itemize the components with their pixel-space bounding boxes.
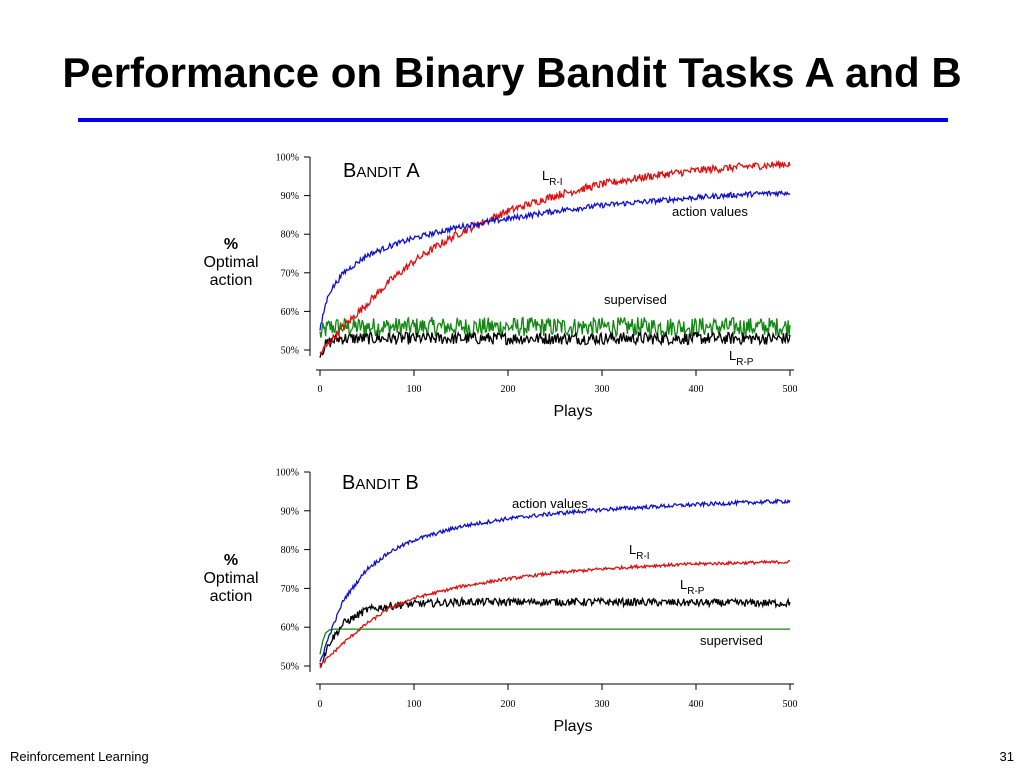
series-line-av <box>319 189 791 331</box>
x-tick-label: 400 <box>689 699 704 710</box>
y-tick-label: 70% <box>281 584 299 595</box>
y-tick-label: 50% <box>281 346 299 357</box>
x-tick-label: 300 <box>595 384 610 395</box>
y-axis-label: action <box>210 272 253 289</box>
x-tick-label: 500 <box>783 384 798 395</box>
y-axis-label: Optimal <box>203 570 258 587</box>
x-axis-label: Plays <box>553 403 592 420</box>
y-tick-label: 90% <box>281 191 299 202</box>
y-tick-label: 80% <box>281 230 299 241</box>
x-tick-label: 200 <box>501 699 516 710</box>
y-tick-label: 80% <box>281 545 299 556</box>
series-line-av <box>319 497 791 662</box>
y-axis-label: Optimal <box>203 254 258 271</box>
title-rule <box>78 118 948 122</box>
x-tick-label: 0 <box>318 699 323 710</box>
chart-title: BANDIT A <box>343 160 420 182</box>
chart-title: BANDIT B <box>342 472 419 494</box>
series-line-lri <box>319 559 790 668</box>
y-tick-label: 100% <box>276 153 299 164</box>
series-label-av: action values <box>672 204 748 219</box>
x-tick-label: 300 <box>595 699 610 710</box>
x-tick-label: 400 <box>689 384 704 395</box>
x-tick-label: 100 <box>407 384 422 395</box>
series-label-lri: LR-I <box>542 168 563 188</box>
bandit-chart-a: 50% 60% 70% 80% 90% 100% 0 100 200 300 400 500 Plays… <box>203 153 797 421</box>
series-line-lrp <box>319 595 791 669</box>
footer-left: Reinforcement Learning <box>10 749 149 764</box>
y-axis-label: action <box>210 588 253 605</box>
x-tick-label: 500 <box>783 699 798 710</box>
series-label-lri: LR-I <box>629 542 650 562</box>
slide-title: Performance on Binary Bandit Tasks A and… <box>62 49 962 96</box>
series-line-lrp <box>319 330 791 358</box>
series-label-supervised: supervised <box>604 292 667 307</box>
x-tick-label: 200 <box>501 384 516 395</box>
y-tick-label: 70% <box>281 268 299 279</box>
series-label-lrp: LR-P <box>680 577 705 597</box>
y-tick-label: 60% <box>281 623 299 634</box>
y-tick-label: 90% <box>281 506 299 517</box>
x-tick-label: 100 <box>407 699 422 710</box>
series-line-lri <box>319 159 791 354</box>
series-label-av: action values <box>512 496 588 511</box>
y-tick-label: 50% <box>281 662 299 673</box>
y-axis-label: % <box>224 552 238 569</box>
series-label-supervised: supervised <box>700 633 763 648</box>
x-tick-label: 0 <box>318 384 323 395</box>
y-axis-label: % <box>224 236 238 253</box>
series-line-supervised <box>319 628 790 655</box>
y-tick-label: 60% <box>281 307 299 318</box>
series-label-lrp: LR-P <box>729 348 754 368</box>
page-number: 31 <box>999 749 1014 764</box>
bandit-chart-b: 50% 60% 70% 80% 90% 100% 0 100 200 300 400 500 Plays… <box>203 468 797 736</box>
series-line-supervised <box>319 316 791 339</box>
x-axis-label: Plays <box>553 718 592 735</box>
y-tick-label: 100% <box>276 468 299 479</box>
